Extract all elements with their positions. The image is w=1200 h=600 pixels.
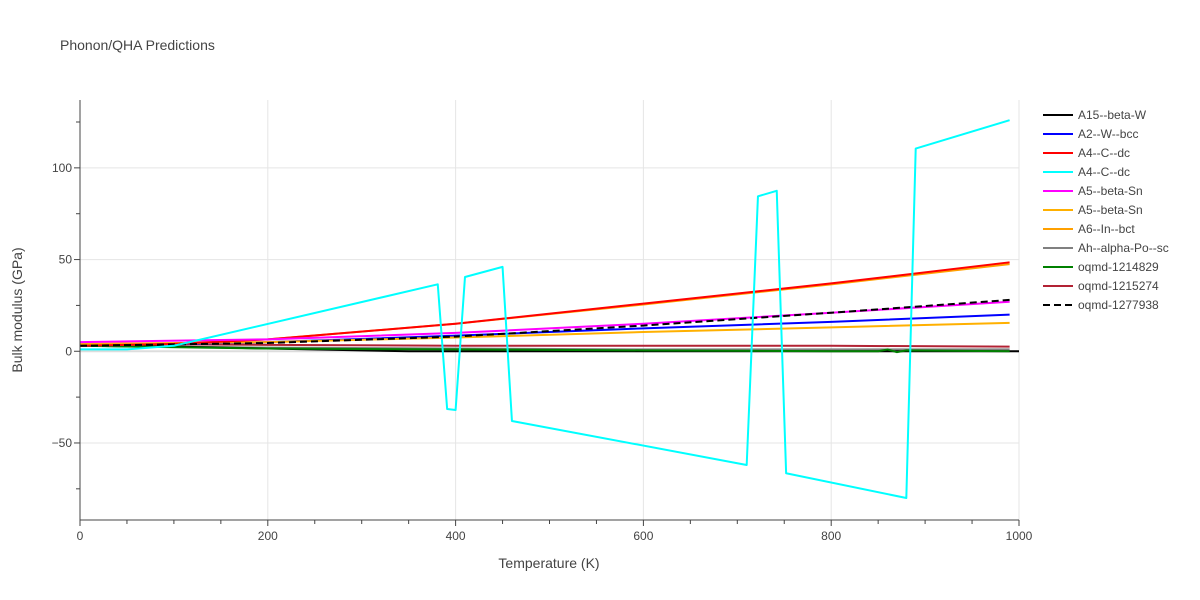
legend-item[interactable]: A5--beta-Sn <box>1043 184 1143 198</box>
legend-item[interactable]: A6--In--bct <box>1043 222 1135 236</box>
x-tick-label: 1000 <box>1006 529 1033 543</box>
plot-area <box>79 119 1019 499</box>
legend-item[interactable]: A2--W--bcc <box>1043 127 1138 141</box>
legend-item[interactable]: oqmd-1214829 <box>1043 260 1159 274</box>
series-line-oqmd-1215274 <box>79 342 1010 348</box>
legend-label: oqmd-1215274 <box>1078 279 1159 293</box>
legend-item[interactable]: Ah--alpha-Po--sc <box>1043 241 1169 255</box>
y-tick-label: −50 <box>52 436 73 450</box>
series-line-oqmd-1277938 <box>79 298 1010 347</box>
axes <box>74 100 1020 526</box>
legend-label: A4--C--dc <box>1078 146 1130 160</box>
legend-item[interactable]: oqmd-1215274 <box>1043 279 1159 293</box>
legend-label: A6--In--bct <box>1078 222 1135 236</box>
legend-item[interactable]: A4--C--dc <box>1043 165 1130 179</box>
legend-label: oqmd-1214829 <box>1078 260 1159 274</box>
legend-item[interactable]: A5--beta-Sn <box>1043 203 1143 217</box>
legend-label: A5--beta-Sn <box>1078 203 1143 217</box>
legend-label: A5--beta-Sn <box>1078 184 1143 198</box>
legend-label: Ah--alpha-Po--sc <box>1078 241 1169 255</box>
legend-item[interactable]: A15--beta-W <box>1043 108 1147 122</box>
y-tick-label: 100 <box>52 161 72 175</box>
series-line-a4-c-dc <box>79 261 1010 347</box>
x-tick-label: 200 <box>258 529 278 543</box>
grid <box>80 100 1020 520</box>
x-tick-label: 800 <box>821 529 841 543</box>
legend-item[interactable]: oqmd-1277938 <box>1043 298 1159 312</box>
x-tick-labels: 0 200 400 600 800 1000 <box>77 529 1033 543</box>
legend-item[interactable]: A4--C--dc <box>1043 146 1130 160</box>
series-line-a4-c-dc <box>80 119 1010 499</box>
x-tick-label: 0 <box>77 529 84 543</box>
legend[interactable]: A15--beta-W A2--W--bcc A4--C--dc A4--C--dc A… <box>1043 108 1169 312</box>
legend-label: oqmd-1277938 <box>1078 298 1159 312</box>
series-line-a6-in-bct <box>79 263 1010 347</box>
x-tick-label: 600 <box>633 529 653 543</box>
series-line-oqmd-1214829 <box>79 344 1010 354</box>
x-tick-label: 400 <box>446 529 466 543</box>
legend-label: A15--beta-W <box>1078 108 1147 122</box>
legend-label: A2--W--bcc <box>1078 127 1138 141</box>
legend-label: A4--C--dc <box>1078 165 1130 179</box>
x-axis-title: Temperature (K) <box>498 555 599 571</box>
y-tick-label: 50 <box>59 253 73 267</box>
y-tick-labels: −50 0 50 100 <box>52 161 73 450</box>
y-axis-title: Bulk modulus (GPa) <box>9 247 25 372</box>
chart-title: Phonon/QHA Predictions <box>60 37 215 53</box>
y-tick-label: 0 <box>65 344 72 358</box>
series-line-a5-beta-sn <box>79 321 1010 345</box>
